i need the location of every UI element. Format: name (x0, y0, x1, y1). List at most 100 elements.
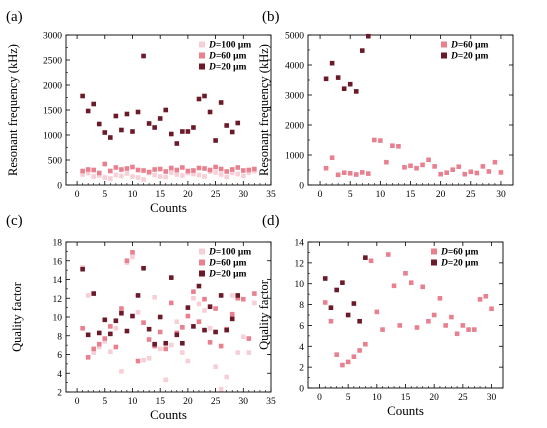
series-0 (323, 137, 504, 178)
data-point (119, 173, 124, 179)
data-point (91, 101, 97, 107)
x-tick-label: 35 (266, 190, 276, 200)
data-point (85, 167, 91, 172)
data-point (152, 341, 157, 347)
data-point (130, 254, 135, 260)
data-point (235, 171, 241, 177)
x-tick-label: 15 (155, 397, 165, 407)
data-point (391, 283, 397, 289)
series-1 (323, 33, 371, 94)
legend-label-value: =60 μm (448, 248, 479, 258)
data-point (119, 306, 124, 311)
data-point (102, 130, 108, 135)
x-tick-label: 10 (376, 190, 386, 200)
data-point (102, 339, 108, 344)
data-point (168, 300, 174, 306)
data-point (96, 170, 102, 176)
data-point (85, 332, 91, 338)
data-point (108, 168, 113, 174)
data-point (152, 295, 157, 300)
data-point (196, 165, 202, 171)
data-point (196, 283, 202, 289)
legend-label-variable: D (440, 248, 448, 258)
panel-b: (b) 0 5 10 15 20 25 30 0 1000 2000 3000 4000 5000 Reso… (257, 9, 514, 200)
data-point (119, 310, 124, 316)
data-point (365, 33, 371, 39)
y-tick-label: 5000 (285, 32, 304, 42)
data-point (235, 350, 241, 355)
data-point (185, 358, 191, 364)
legend-label-value: =20 μm (216, 270, 247, 280)
data-point (396, 144, 401, 149)
legend-label: D=60 μm (208, 52, 247, 62)
data-point (335, 75, 341, 80)
x-tick-label: 25 (458, 393, 468, 403)
series-1 (80, 161, 257, 176)
legend-marker (441, 52, 447, 59)
data-point (124, 166, 130, 171)
data-point (168, 131, 174, 137)
y-tick-label: 10 (53, 314, 63, 324)
data-point (163, 174, 169, 180)
data-point (218, 100, 224, 105)
x-tick-label: 15 (406, 190, 416, 200)
data-point (363, 255, 368, 260)
data-point (85, 170, 91, 176)
legend-label: D=100 μm (208, 41, 251, 51)
data-point (80, 266, 85, 272)
data-point (124, 171, 130, 176)
data-point (334, 287, 339, 293)
data-point (174, 332, 180, 338)
data-point (414, 165, 419, 171)
x-tick-label: 10 (128, 190, 138, 200)
data-point (322, 300, 328, 305)
data-point (347, 171, 353, 176)
legend-marker (199, 270, 205, 277)
data-point (191, 168, 196, 173)
data-point (80, 168, 85, 174)
data-point (108, 135, 113, 140)
data-point (437, 296, 443, 301)
data-point (157, 346, 163, 352)
data-point (359, 170, 365, 175)
data-point (207, 109, 213, 115)
x-tick-label: 20 (183, 397, 193, 407)
data-point (130, 174, 135, 179)
data-point (119, 127, 124, 133)
data-point (141, 265, 146, 271)
x-axis-label: Counts (150, 200, 187, 215)
data-point (141, 177, 146, 182)
legend-label: D=20 μm (208, 63, 247, 73)
data-point (444, 170, 449, 175)
x-tick-label: 15 (155, 190, 165, 200)
y-tick-label: 12 (295, 259, 305, 269)
data-point (135, 175, 141, 180)
legend-label-variable: D (208, 63, 216, 73)
data-point (460, 323, 466, 328)
data-point (213, 364, 218, 369)
data-point (438, 171, 443, 177)
data-point (119, 369, 124, 374)
y-tick-label: 4 (57, 370, 62, 380)
data-point (180, 325, 185, 330)
data-point (240, 334, 246, 339)
data-point (185, 168, 191, 174)
data-point (341, 170, 347, 175)
data-point (345, 359, 351, 365)
data-point (124, 111, 130, 117)
legend-marker (199, 41, 205, 48)
data-point (191, 289, 196, 294)
y-tick-label: 6 (57, 351, 62, 361)
y-tick-label: 14 (53, 276, 63, 286)
data-point (124, 328, 130, 334)
legend-label-value: =60 μm (458, 41, 489, 51)
data-point (135, 293, 141, 298)
data-point (474, 170, 480, 176)
legend-label-variable: D (450, 52, 458, 62)
x-tick-label: 0 (317, 393, 322, 403)
data-point (96, 341, 102, 347)
y-tick-label: 14 (295, 239, 305, 249)
data-point (468, 169, 474, 175)
data-point (224, 174, 229, 180)
data-point (347, 81, 353, 87)
